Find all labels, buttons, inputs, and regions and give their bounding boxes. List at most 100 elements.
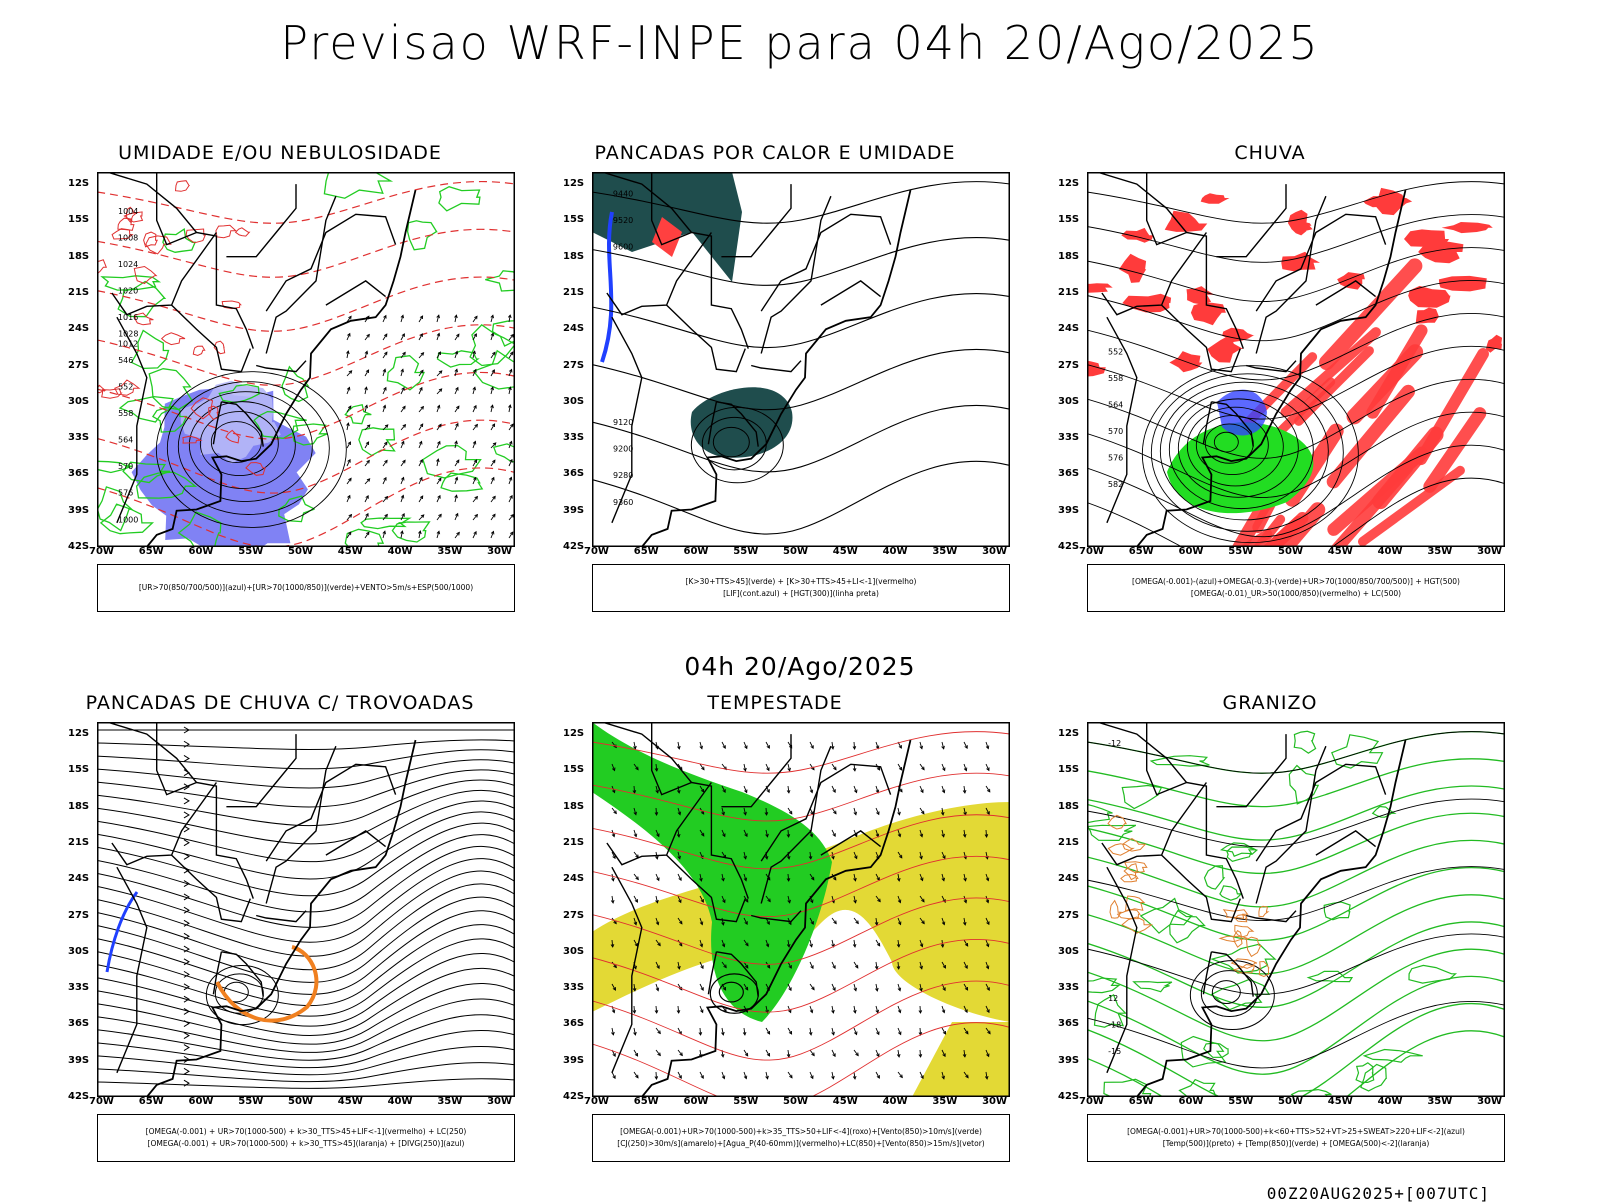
lon-tick-label: 60W (1178, 1096, 1204, 1107)
lon-tick-label: 45W (832, 1096, 858, 1107)
lat-tick-label: 24S (563, 323, 585, 335)
lon-tick-label: 60W (1178, 546, 1204, 557)
map-layers: 582 576 570 564 558 552 (1087, 172, 1505, 547)
contour-label: 552 (1108, 348, 1123, 357)
legend-line: [OMEGA(-0.01)_UR>50(1000/850)(vermelho) … (1190, 589, 1402, 598)
contour-label: 1008 (118, 233, 138, 242)
contour-label: -18 (1108, 1021, 1121, 1030)
lat-tick-label: 39S (68, 1054, 90, 1066)
page-title: Previsao WRF-INPE para 04h 20/Ago/2025 (280, 16, 1320, 70)
lat-tick-label: 21S (1058, 836, 1080, 848)
contour-label: 9600 (613, 242, 633, 251)
contour-label: 9200 (613, 445, 633, 454)
lon-tick-label: 55W (733, 1096, 759, 1107)
lat-tick-label: 39S (563, 504, 585, 516)
lon-tick-label: 55W (238, 1096, 264, 1107)
contour-label: 1028 (118, 330, 138, 339)
lon-tick-label: 65W (138, 1096, 164, 1107)
lat-tick-label: 24S (1058, 873, 1080, 885)
lat-tick-label: 36S (1058, 1018, 1080, 1030)
lat-tick-label: 15S (1058, 214, 1080, 226)
lat-tick-label: 27S (68, 909, 90, 921)
lat-tick-label: 36S (1058, 468, 1080, 480)
panel-title: GRANIZO (1222, 692, 1318, 714)
lon-tick-label: 30W (982, 546, 1008, 557)
geography-lines (1096, 722, 1407, 1097)
lon-tick-label: 60W (188, 546, 214, 557)
contour-label: 582 (1108, 480, 1123, 489)
contour-label: -12 (1108, 739, 1121, 748)
lat-tick-label: 36S (68, 1018, 90, 1030)
lat-tick-label: 18S (68, 250, 90, 262)
weather-map (592, 722, 1010, 1097)
lon-tick-label: 40W (387, 546, 413, 557)
lat-tick-label: 33S (563, 982, 585, 994)
contour-label: 1004 (118, 207, 138, 216)
contour-label: 576 (1108, 454, 1123, 463)
lon-tick-label: 50W (783, 546, 808, 557)
contour-label: 9360 (613, 498, 633, 507)
lon-tick-label: 65W (1128, 546, 1154, 557)
lon-tick-label: 55W (1228, 1096, 1254, 1107)
lat-tick-label: 15S (563, 764, 585, 776)
lon-tick-label: 35W (1427, 1096, 1453, 1107)
map-layers: -12 -15 -18 12 (1087, 722, 1505, 1097)
lat-tick-label: 15S (68, 214, 90, 226)
lon-tick-label: 55W (733, 546, 759, 557)
contour-label: 552 (118, 383, 133, 392)
lat-tick-label: 42S (563, 541, 585, 552)
lon-tick-label: 70W (584, 1096, 609, 1107)
panel-legend: [UR>70(850/700/500)](azul)+[UR>70(1000/8… (97, 564, 515, 612)
lat-tick-label: 12S (1058, 178, 1080, 190)
lon-tick-label: 60W (683, 1096, 709, 1107)
lon-tick-label: 50W (1278, 546, 1303, 557)
map-layers (97, 722, 515, 1097)
contour-label: 12 (1108, 994, 1118, 1003)
map-panel-2: PANCADAS POR CALOR E UMIDADE 12S 15S 18S 21S… (555, 142, 1010, 612)
lat-tick-label: 30S (68, 395, 90, 407)
contour-label: 9520 (613, 216, 633, 225)
lat-tick-label: 27S (1058, 359, 1080, 371)
lat-tick-label: 18S (68, 800, 90, 812)
lon-tick-label: 65W (1128, 1096, 1154, 1107)
lat-tick-label: 30S (1058, 945, 1080, 957)
contour-label: 9120 (613, 418, 633, 427)
lat-tick-label: 39S (1058, 504, 1080, 516)
panel-legend: [K>30+TTS>45](verde) + [K>30+TTS>45+LI<-… (592, 564, 1010, 612)
contour-label: 576 (118, 489, 133, 498)
lon-tick-label: 60W (683, 546, 709, 557)
contour-label: 570 (118, 462, 133, 471)
lat-tick-label: 42S (68, 1091, 90, 1102)
lat-tick-label: 12S (68, 178, 90, 190)
lon-tick-label: 50W (288, 1096, 313, 1107)
valid-time-label: 04h 20/Ago/2025 (684, 652, 916, 681)
contour-label: 564 (118, 436, 133, 445)
weather-map: -12 -15 -18 12 (1087, 722, 1505, 1097)
lon-tick-label: 50W (1278, 1096, 1303, 1107)
contour-label: 1016 (118, 313, 138, 322)
lat-tick-label: 21S (68, 836, 90, 848)
panel-title: CHUVA (1234, 142, 1306, 164)
lon-tick-label: 45W (1327, 546, 1353, 557)
contour-label: 564 (1108, 401, 1123, 410)
legend-line: [OMEGA(-0.001)-(azul)+OMEGA(-0.3)-(verde… (1132, 577, 1460, 586)
lat-tick-label: 12S (563, 728, 585, 740)
lat-tick-label: 18S (563, 250, 585, 262)
lon-tick-label: 30W (487, 546, 513, 557)
legend-line: [LIF](cont.azul) + [HGT(300)](linha pret… (723, 589, 879, 598)
lat-tick-label: 24S (68, 873, 90, 885)
lat-tick-label: 12S (1058, 728, 1080, 740)
geography-lines (106, 172, 417, 547)
weather-map: 1012 1016 1020 1024 1008 1004 1000 576 570 564 558… (97, 172, 515, 547)
lon-tick-label: 50W (783, 1096, 808, 1107)
lon-tick-label: 70W (1079, 1096, 1104, 1107)
lon-tick-label: 50W (288, 546, 313, 557)
lat-tick-label: 27S (563, 359, 585, 371)
lat-tick-label: 21S (1058, 286, 1080, 298)
lat-tick-label: 36S (68, 468, 90, 480)
lat-tick-label: 12S (68, 728, 90, 740)
lon-tick-label: 35W (932, 1096, 958, 1107)
contour-label: -15 (1108, 1047, 1121, 1056)
legend-line: [K>30+TTS>45](verde) + [K>30+TTS>45+LI<-… (685, 577, 917, 586)
map-panel-5: TEMPESTADE 12S 15S 18S 21S 24S 27S 30S 33S 36S 39S… (555, 692, 1010, 1162)
